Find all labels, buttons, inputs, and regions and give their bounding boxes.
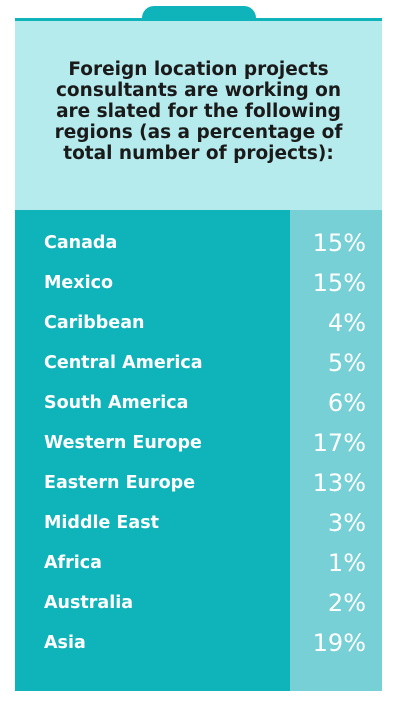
region-percentage: 17%: [312, 429, 366, 457]
region-label: Canada: [44, 233, 118, 253]
region-percentage: 19%: [312, 629, 366, 657]
infographic-card: Foreign location projects consultants ar…: [15, 18, 382, 691]
region-label: Middle East: [44, 513, 159, 533]
region-label: Western Europe: [44, 433, 202, 453]
region-label: Mexico: [44, 273, 113, 293]
label-column: [15, 210, 290, 691]
value-column: [290, 210, 382, 691]
region-label: Central America: [44, 353, 203, 373]
region-percentage: 15%: [312, 229, 366, 257]
region-percentage: 13%: [312, 469, 366, 497]
region-percentage: 6%: [327, 389, 366, 417]
region-percentage: 2%: [327, 589, 366, 617]
region-label: Caribbean: [44, 313, 145, 333]
header-panel: Foreign location projects consultants ar…: [15, 18, 382, 210]
region-percentage: 3%: [327, 509, 366, 537]
region-percentage: 15%: [312, 269, 366, 297]
header-text: Foreign location projects consultants ar…: [54, 59, 343, 164]
region-label: Eastern Europe: [44, 473, 196, 493]
region-label: South America: [44, 393, 189, 413]
region-label: Asia: [44, 633, 86, 653]
region-percentage: 4%: [327, 309, 366, 337]
region-label: Australia: [44, 593, 134, 613]
region-label: Africa: [44, 553, 102, 573]
region-percentage: 5%: [327, 349, 366, 377]
region-percentage: 1%: [327, 549, 366, 577]
